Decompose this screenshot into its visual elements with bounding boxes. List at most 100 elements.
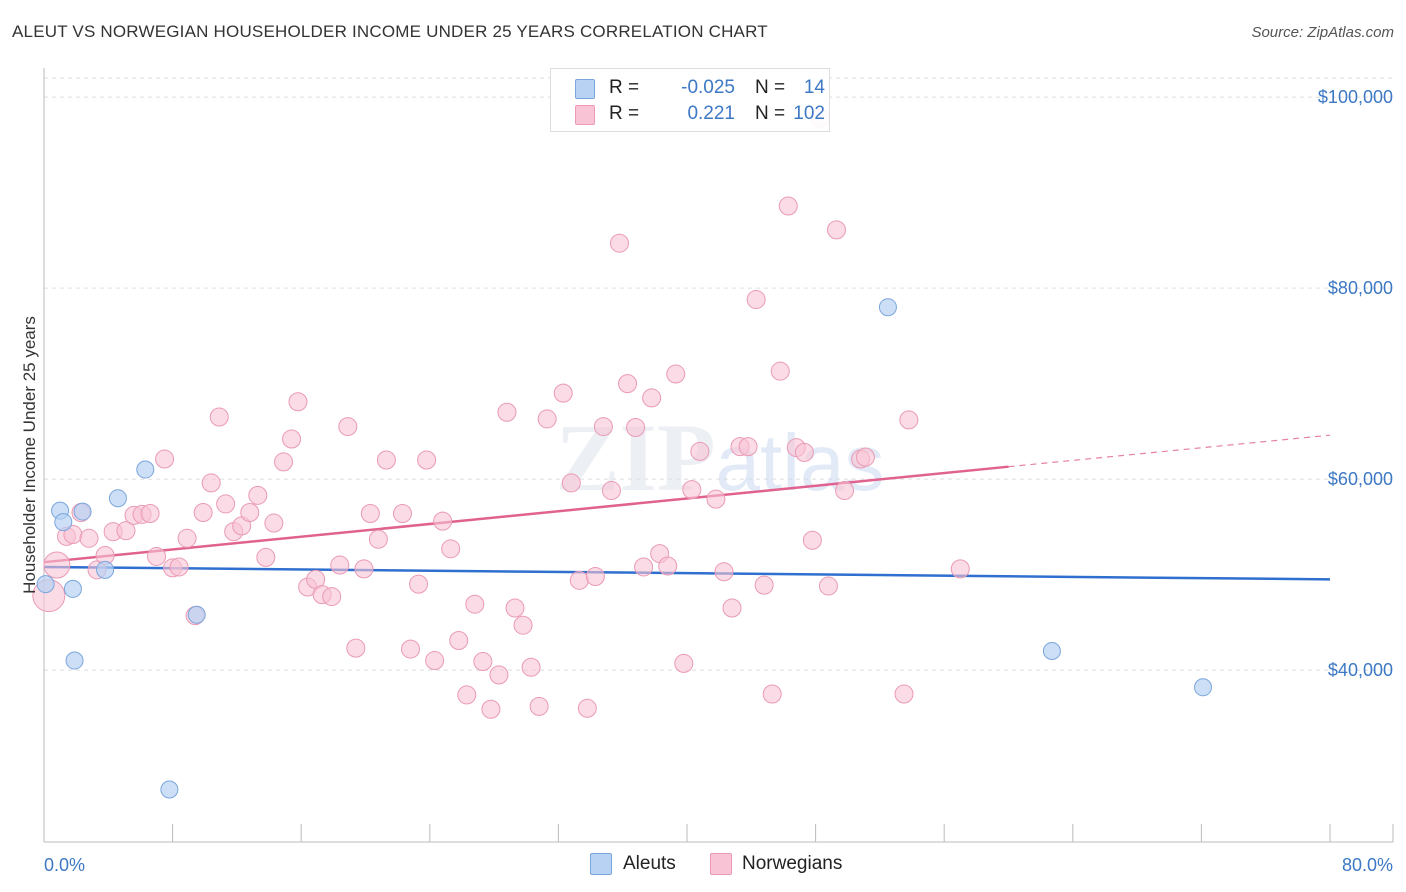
norwegian-point xyxy=(256,547,276,567)
norwegian-point xyxy=(360,503,380,523)
r-label: R = xyxy=(609,77,640,98)
norwegian-point xyxy=(392,503,412,523)
norwegian-point xyxy=(425,651,445,671)
norwegian-point xyxy=(553,383,573,403)
norwegian-point xyxy=(778,196,798,216)
norwegian-point xyxy=(674,653,694,673)
norwegian-point xyxy=(714,562,734,582)
y-tick-label: $100,000 xyxy=(1318,87,1393,107)
norwegian-point xyxy=(690,441,710,461)
norwegian-point xyxy=(248,485,268,505)
norwegian-point xyxy=(368,529,388,549)
norwegian-point xyxy=(457,685,477,705)
aleut-point xyxy=(160,780,179,799)
norwegian-point xyxy=(147,546,167,566)
norwegian-point xyxy=(561,473,581,493)
norwegian-point xyxy=(706,489,726,509)
x-ticks xyxy=(43,824,1394,842)
norwegian-point xyxy=(140,503,160,523)
norwegian-point xyxy=(762,684,782,704)
norwegian-point xyxy=(537,409,557,429)
norwegian-point xyxy=(209,407,229,427)
norwegian-point xyxy=(601,481,621,501)
norwegian-point xyxy=(835,481,855,501)
norwegian-point xyxy=(855,447,875,467)
n-value: 14 xyxy=(803,77,825,98)
r-value: 0.221 xyxy=(687,103,735,124)
norwegian-point xyxy=(417,450,437,470)
aleut-point xyxy=(73,502,92,521)
aleut-point xyxy=(878,298,897,317)
norwegian-point xyxy=(682,480,702,500)
norwegian-point xyxy=(618,374,638,394)
n-label: N = xyxy=(755,77,786,98)
norwegian-point xyxy=(569,570,589,590)
norwegian-point xyxy=(754,575,774,595)
y-tick-labels: $40,000 $60,000 $80,000 $100,000 xyxy=(1318,87,1393,680)
y-tick-label: $40,000 xyxy=(1328,660,1393,680)
gridlines xyxy=(44,77,1393,671)
norwegian-point xyxy=(899,410,919,430)
y-tick-label: $80,000 xyxy=(1328,278,1393,298)
n-value: 102 xyxy=(793,103,825,124)
norwegian-point xyxy=(330,555,350,575)
x-tick-label-min: 0.0% xyxy=(44,855,85,875)
source-label: Source: ZipAtlas.com xyxy=(1251,24,1394,41)
norwegian-point xyxy=(193,503,213,523)
norwegian-point xyxy=(529,696,549,716)
norwegian-point xyxy=(585,567,605,587)
norwegian-point xyxy=(274,452,294,472)
norwegian-point xyxy=(802,530,822,550)
norwegian-point xyxy=(240,503,260,523)
norwegian-trend-extension xyxy=(1008,434,1331,468)
norwegian-point xyxy=(409,574,429,594)
chart-title: ALEUT VS NORWEGIAN HOUSEHOLDER INCOME UN… xyxy=(12,22,768,41)
aleut-point xyxy=(108,489,127,508)
norwegian-point xyxy=(177,528,197,548)
norwegian-point xyxy=(738,437,758,457)
aleut-point xyxy=(136,460,155,479)
norwegian-point xyxy=(521,657,541,677)
aleut-point xyxy=(63,579,82,598)
y-axis-label: Householder Income Under 25 years xyxy=(20,316,39,594)
norwegian-point xyxy=(288,392,308,412)
norwegian-point xyxy=(354,559,374,579)
norwegian-point xyxy=(642,388,662,408)
aleut-swatch xyxy=(575,79,595,99)
legend-label: Aleuts xyxy=(623,853,676,874)
norwegian-point xyxy=(818,576,838,596)
r-value: -0.025 xyxy=(681,77,735,98)
norwegian-point xyxy=(593,417,613,437)
norwegian-point xyxy=(465,594,485,614)
norwegian-point xyxy=(634,557,654,577)
norwegian-point xyxy=(216,494,236,514)
norwegian-point xyxy=(746,290,766,310)
y-tick-label: $60,000 xyxy=(1328,469,1393,489)
norwegian-point xyxy=(441,539,461,559)
norwegian-points xyxy=(32,108,970,719)
norwegian-swatch xyxy=(575,105,595,125)
norwegian-point xyxy=(489,665,509,685)
norwegian-point xyxy=(79,528,99,548)
norwegian-point xyxy=(338,417,358,437)
norwegian-point xyxy=(155,449,175,469)
norwegian-point xyxy=(282,429,302,449)
norwegian-point xyxy=(376,450,396,470)
n-label: N = xyxy=(755,103,786,124)
norwegian-point xyxy=(401,639,421,659)
norwegian-point xyxy=(577,698,597,718)
aleut-point xyxy=(36,575,55,594)
aleut-point xyxy=(54,513,73,532)
norwegian-point xyxy=(169,557,189,577)
aleut-trend-line xyxy=(43,565,1331,581)
x-tick-label-max: 80.0% xyxy=(1342,855,1393,875)
norwegian-swatch xyxy=(710,853,732,875)
norwegian-point xyxy=(826,220,846,240)
norwegian-point xyxy=(722,598,742,618)
norwegian-point xyxy=(497,402,517,422)
norwegian-point xyxy=(264,513,284,533)
norwegian-point xyxy=(894,684,914,704)
norwegian-trend-line xyxy=(43,465,1009,564)
norwegian-point xyxy=(658,556,678,576)
